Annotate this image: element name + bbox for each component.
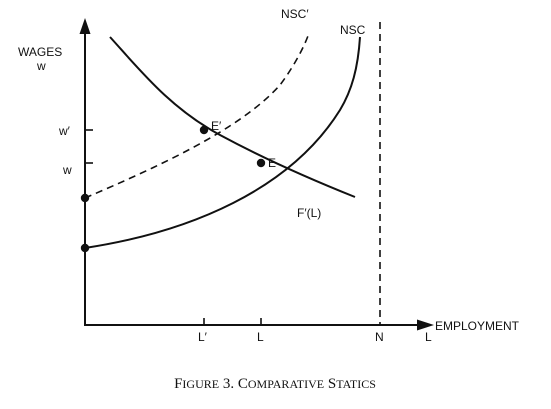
y-axis-arrowhead [79,18,91,34]
x-tick-label-l: L [257,330,264,344]
x-tick-label-l-end: L [425,330,432,344]
nsc-shifted-curve [84,32,310,199]
equilibrium-shifted-label: E′ [211,119,222,133]
x-tick-label-n: N [375,330,384,344]
y-axis-label-wages: WAGES [18,45,62,59]
nsc-shifted-label: NSC′ [281,7,309,21]
figure-caption: FIGURE 3. COMPARATIVE STATICS [174,376,376,392]
x-axis-arrowhead [417,319,434,331]
y-tick-label-w: w [62,163,72,177]
x-tick-label-l-prime: L′ [198,330,208,344]
nsc-intercept-dot [80,243,90,253]
equilibrium-label: E [268,156,276,170]
x-axis-label: EMPLOYMENT [435,319,520,333]
demand-curve-label: F′(L) [297,206,321,220]
nsc-curve [84,36,361,249]
nsc-shifted-intercept-dot [80,193,90,203]
nsc-label: NSC [340,23,366,37]
y-tick-label-w-prime: w′ [58,124,71,138]
demand-curve [109,36,356,198]
y-axis-label-w: w [36,59,46,73]
equilibrium-dot [256,158,266,168]
equilibrium-shifted-dot [199,125,209,135]
